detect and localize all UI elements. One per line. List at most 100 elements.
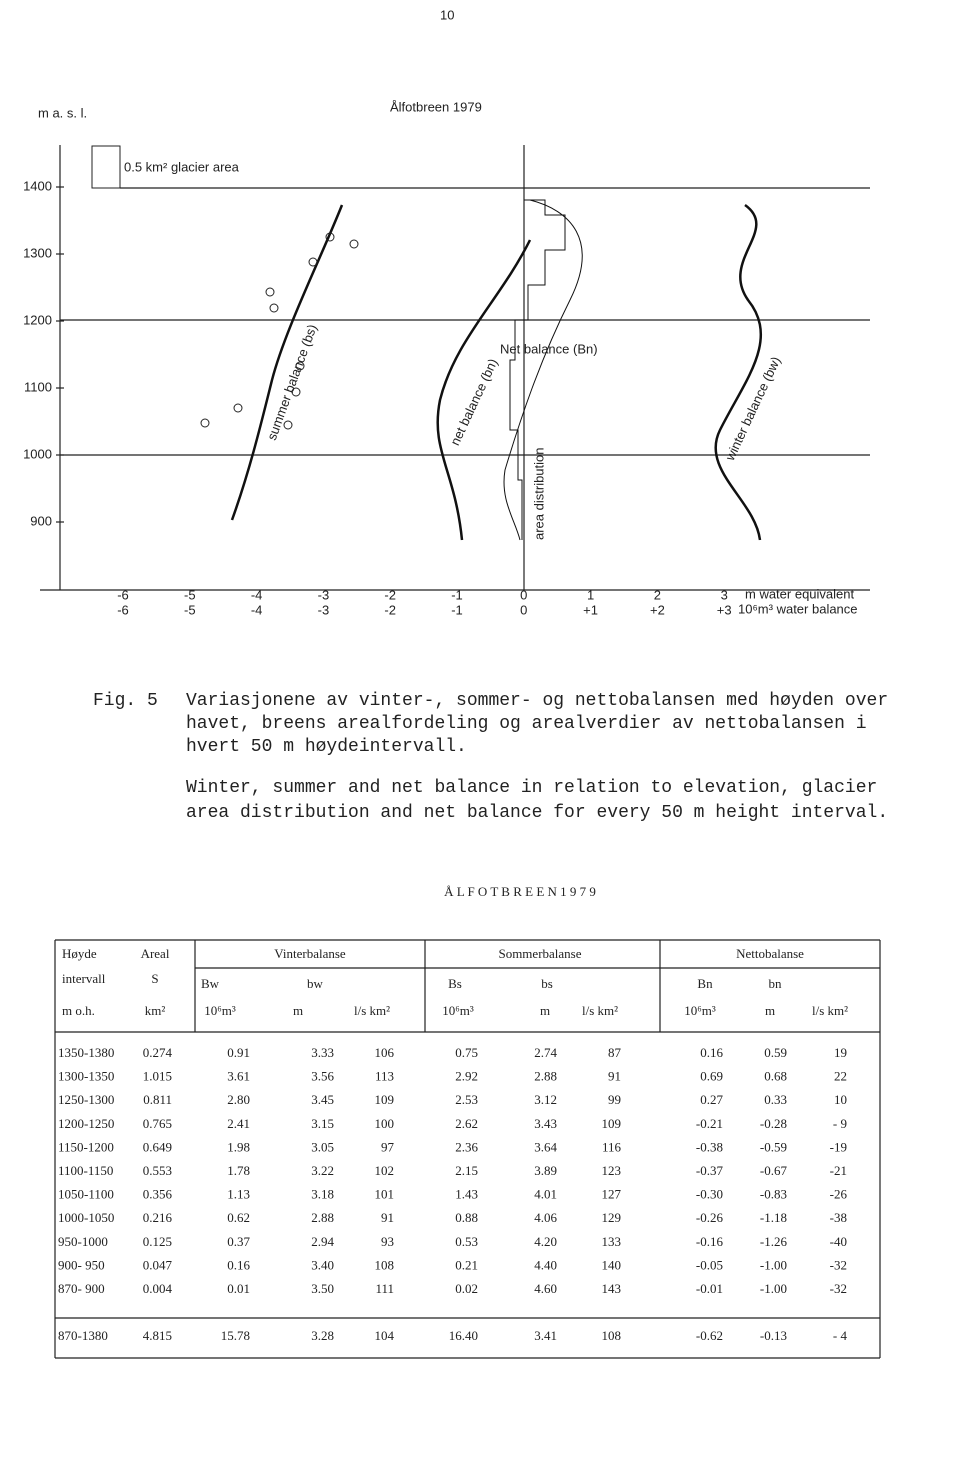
cell: 0.37	[227, 1234, 250, 1249]
y-tick-label: 1200	[23, 312, 52, 327]
cell: 91	[381, 1210, 394, 1225]
cell: 0.16	[700, 1045, 723, 1060]
header: S	[151, 971, 158, 986]
x-tick-label: 3	[721, 587, 728, 602]
unit: l/s km²	[582, 1003, 618, 1018]
cell: 0.59	[764, 1045, 787, 1060]
cell: 108	[602, 1328, 622, 1343]
unit: 10⁶m³	[204, 1003, 236, 1018]
cell: - 9	[833, 1116, 847, 1131]
cell: -1.18	[760, 1210, 787, 1225]
cell: 870- 900	[58, 1281, 105, 1296]
cell: 0.91	[227, 1045, 250, 1060]
header: Høyde	[62, 946, 97, 961]
cell: 127	[602, 1187, 622, 1202]
cell: 4.06	[534, 1210, 557, 1225]
cell: 2.15	[455, 1163, 478, 1178]
cell: 123	[602, 1163, 622, 1178]
cell: 0.649	[143, 1139, 172, 1154]
x-tick-label: -4	[251, 587, 263, 602]
header: km²	[145, 1003, 166, 1018]
caption-line: Winter, summer and net balance in relati…	[186, 778, 877, 798]
x-tick-label: -5	[184, 587, 196, 602]
cell: 2.80	[227, 1092, 250, 1107]
cell: 109	[375, 1092, 395, 1107]
unit: m	[540, 1003, 550, 1018]
cell: 0.33	[764, 1092, 787, 1107]
cell: 900- 950	[58, 1257, 105, 1272]
cell: 3.33	[311, 1045, 334, 1060]
cell: 3.05	[311, 1139, 334, 1154]
cell: 0.125	[143, 1234, 172, 1249]
cell: 1250-1300	[58, 1092, 114, 1107]
symbol: bn	[769, 976, 783, 991]
cell: 1200-1250	[58, 1116, 114, 1131]
legend-text: 0.5 km² glacier area	[124, 159, 240, 174]
curve-label: net balance (bn)	[447, 356, 500, 447]
point	[269, 303, 279, 313]
cell: 1350-1380	[58, 1045, 114, 1060]
cell: 0.553	[143, 1163, 172, 1178]
cell: 1150-1200	[58, 1139, 114, 1154]
point	[200, 418, 210, 428]
cell: -0.30	[696, 1187, 723, 1202]
cell: 1.43	[455, 1187, 478, 1202]
caption-line: havet, breens arealfordeling og arealver…	[186, 714, 867, 734]
summer-points	[200, 232, 359, 430]
cell: 3.64	[534, 1139, 557, 1154]
cell: 0.16	[227, 1257, 250, 1272]
table-title: Å L F O T B R E E N 1 9 7 9	[444, 884, 596, 899]
cell: 1.015	[143, 1069, 172, 1084]
header: intervall	[62, 971, 106, 986]
cell: 0.047	[143, 1257, 173, 1272]
group-header: Sommerbalanse	[498, 946, 581, 961]
unit: l/s km²	[812, 1003, 848, 1018]
cell: 3.18	[311, 1187, 334, 1202]
point	[265, 287, 275, 297]
cell: 109	[602, 1116, 622, 1131]
cell: 116	[602, 1139, 622, 1154]
cell: 108	[375, 1257, 395, 1272]
point	[308, 257, 318, 267]
curve-label: area distribution	[531, 448, 546, 541]
cell: -32	[830, 1281, 847, 1296]
group-header: Nettobalanse	[736, 946, 804, 961]
cell: 4.40	[534, 1257, 557, 1272]
y-tick-label: 1000	[23, 446, 52, 461]
symbol: bs	[541, 976, 553, 991]
unit: l/s km²	[354, 1003, 390, 1018]
page-number: 10	[440, 7, 454, 22]
x-tick-label: -5	[184, 602, 196, 617]
cell: 2.62	[455, 1116, 478, 1131]
winter-curve	[714, 203, 763, 541]
cell: 3.41	[534, 1328, 557, 1343]
unit: m	[765, 1003, 775, 1018]
y-unit: m a. s. l.	[38, 105, 87, 120]
cell: - 4	[833, 1328, 848, 1343]
area-histogram	[509, 199, 566, 540]
cell: 2.92	[455, 1069, 478, 1084]
unit: m	[293, 1003, 303, 1018]
point	[349, 239, 359, 249]
unit: 10⁶m³	[684, 1003, 716, 1018]
cell: 0.69	[700, 1069, 723, 1084]
figure-title: Ålfotbreen 1979	[390, 99, 482, 114]
cell: 0.88	[455, 1210, 478, 1225]
cell: 143	[602, 1281, 622, 1296]
cell: 4.20	[534, 1234, 557, 1249]
unit: 10⁶m³	[442, 1003, 474, 1018]
caption-line: hvert 50 m høydeintervall.	[186, 737, 467, 757]
cell: 1.13	[227, 1187, 250, 1202]
cell: -40	[830, 1234, 847, 1249]
cell: 0.68	[764, 1069, 787, 1084]
cell: 3.40	[311, 1257, 334, 1272]
curve-label: Net balance (Bn)	[500, 341, 598, 356]
net-curve	[436, 239, 532, 541]
cell: 3.45	[311, 1092, 334, 1107]
cell: 133	[602, 1234, 622, 1249]
caption-label: Fig. 5	[93, 691, 158, 711]
x-tick-label: 0	[520, 602, 527, 617]
cell: 3.89	[534, 1163, 557, 1178]
cell: -0.38	[696, 1139, 723, 1154]
